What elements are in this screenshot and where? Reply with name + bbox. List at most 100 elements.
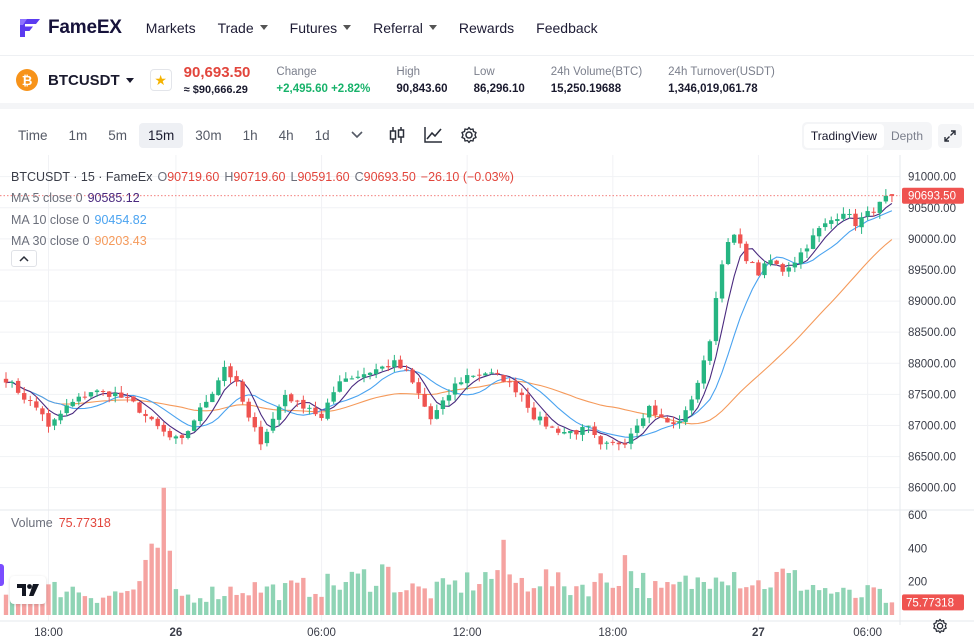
ma-legend: MA 5 close 0 90585.12 MA 10 close 0 90454.8…: [11, 188, 514, 253]
view-tab-tradingview[interactable]: TradingView: [803, 124, 884, 148]
timeframe-1h[interactable]: 1h: [242, 127, 258, 143]
tradingview-logo-icon[interactable]: [10, 576, 46, 604]
stat-label: Change: [276, 65, 317, 78]
volume-bar: [197, 598, 203, 615]
candle: [822, 218, 828, 231]
settings-gear-icon[interactable]: [456, 122, 482, 148]
volume-value: 75.77318: [58, 516, 111, 530]
volume-bar: [319, 596, 324, 615]
nav-markets[interactable]: Markets: [146, 20, 196, 36]
candle-body: [695, 382, 700, 400]
volume-bar: [70, 586, 75, 615]
volume-bar: [82, 596, 88, 615]
stat-label: High: [396, 65, 421, 78]
candlestick-type-icon[interactable]: [384, 122, 410, 148]
candle: [234, 370, 239, 387]
nav-referral[interactable]: Referral: [373, 20, 437, 36]
volume-bar: [458, 592, 464, 615]
candle-body: [106, 391, 112, 397]
candle: [386, 359, 391, 372]
volume-bar: [786, 573, 791, 615]
logo-text: FameEX: [48, 16, 122, 38]
candle: [610, 439, 615, 446]
candle-body: [246, 401, 251, 418]
candle: [88, 392, 94, 399]
volume-bar: [707, 588, 713, 615]
candle-body: [185, 431, 191, 438]
timeframe-time[interactable]: Time: [18, 127, 48, 143]
volume-bar: [859, 597, 864, 615]
side-panel-tab[interactable]: [0, 564, 4, 586]
ticker-stats: Change +2,495.60 +2.82% High 90,843.60 Low 86…: [250, 66, 774, 95]
candle-body: [222, 366, 227, 381]
legend-high-value: 90719.60: [233, 169, 286, 184]
legend-open: O90719.60: [157, 170, 219, 184]
candle-body: [610, 441, 615, 443]
timeframe-1m[interactable]: 1m: [68, 127, 88, 143]
last-price-tag: 90693.50: [902, 187, 964, 204]
timeframe-15m[interactable]: 15m: [139, 122, 184, 148]
favorite-star-icon[interactable]: ★: [149, 69, 172, 91]
brand-logo[interactable]: FameEX: [18, 17, 122, 39]
candle: [410, 367, 415, 385]
legend-collapse-button[interactable]: [11, 250, 37, 267]
volume-bar: [106, 595, 112, 615]
view-switcher: TradingView Depth: [801, 122, 962, 150]
volume-bar: [155, 547, 160, 615]
candle: [70, 398, 75, 408]
timeframe-4h[interactable]: 4h: [278, 127, 294, 143]
price-tick-label: 88000.00: [908, 358, 956, 370]
legend-low-label: L: [290, 169, 298, 184]
volume-bar: [665, 582, 670, 615]
volume-bar: [295, 582, 300, 615]
volume-bar: [471, 590, 476, 615]
volume-bar: [798, 590, 804, 615]
volume-bar: [604, 582, 609, 615]
candle: [264, 428, 270, 447]
nav-rewards[interactable]: Rewards: [459, 20, 514, 36]
timeframe-1d[interactable]: 1d: [314, 127, 330, 143]
timeframe-5m[interactable]: 5m: [108, 127, 128, 143]
candle-body: [671, 422, 676, 425]
stat-high: High 90,843.60: [396, 66, 447, 95]
fullscreen-expand-icon[interactable]: [938, 124, 962, 148]
candle: [228, 363, 233, 384]
candle: [501, 374, 506, 383]
candle-body: [549, 426, 555, 428]
candle: [707, 339, 713, 366]
chart-settings-gear-icon[interactable]: [932, 618, 948, 634]
candle-body: [289, 394, 294, 402]
timeframe-more-chevron-icon[interactable]: [344, 122, 370, 148]
candle-body: [568, 430, 573, 434]
legend-open-label: O: [157, 169, 168, 184]
volume-bar: [398, 592, 403, 615]
candle: [665, 416, 670, 423]
volume-bar: [841, 587, 846, 615]
volume-bar: [513, 582, 518, 615]
view-tab-depth[interactable]: Depth: [890, 129, 923, 143]
timeframe-30m[interactable]: 30m: [195, 127, 222, 143]
volume-bar: [598, 573, 603, 615]
indicators-icon[interactable]: [420, 122, 446, 148]
candle: [519, 388, 524, 402]
volume-bar: [325, 573, 330, 615]
pair-selector[interactable]: BTCUSDT: [48, 72, 134, 89]
nav-feedback[interactable]: Feedback: [536, 20, 597, 36]
candle: [647, 404, 652, 424]
nav-trade[interactable]: Trade: [218, 20, 268, 36]
volume-bar: [222, 596, 227, 615]
volume-bar: [428, 598, 433, 615]
candle: [46, 408, 51, 433]
candle: [422, 387, 427, 408]
volume-bar: [234, 594, 239, 615]
timeframe-list: Time 1m 5m 15m 30m 1h 4h 1d: [9, 122, 342, 148]
candle: [428, 403, 433, 425]
candle: [325, 398, 330, 421]
nav-futures[interactable]: Futures: [290, 20, 352, 36]
candle-body: [871, 211, 876, 213]
candle: [835, 213, 840, 226]
candle-body: [822, 223, 828, 228]
candle-body: [440, 400, 446, 410]
time-tick-label: 06:00: [853, 627, 882, 637]
price-chart[interactable]: 91000.00 90500.00 90000.00 89500.00 89000.00…: [0, 155, 974, 637]
